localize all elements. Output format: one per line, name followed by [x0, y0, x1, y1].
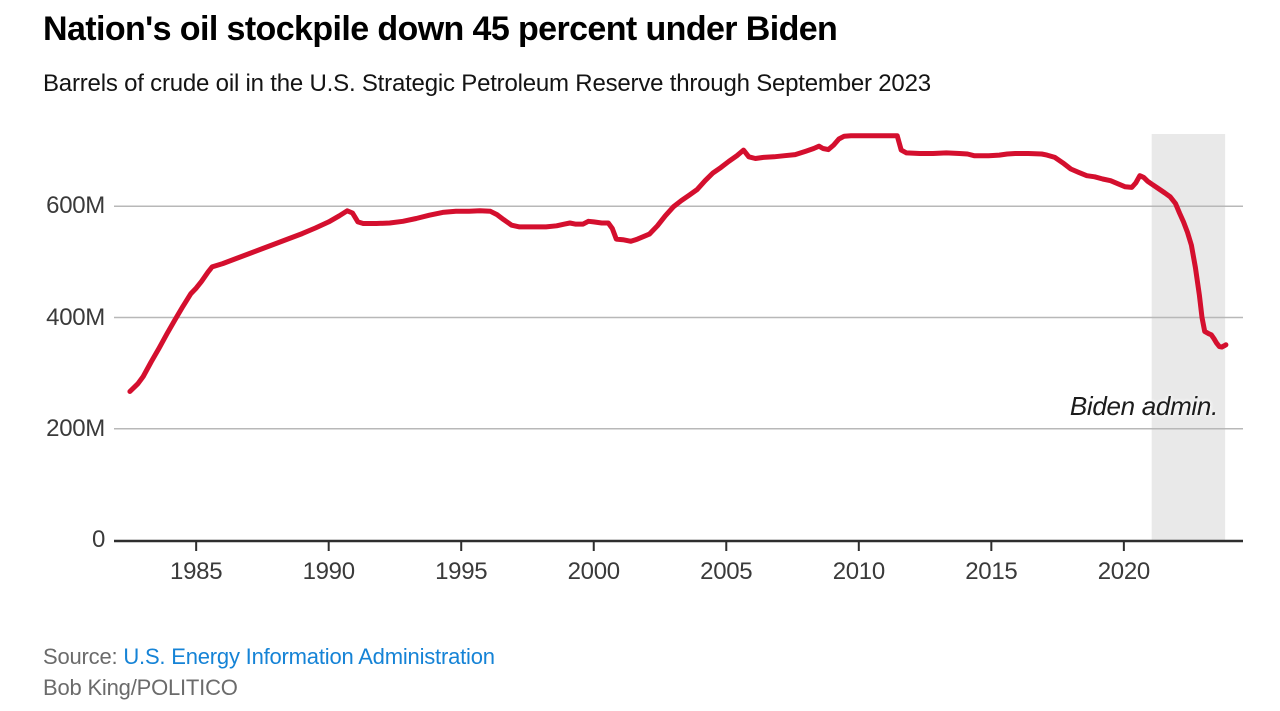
y-tick-label-0: 0 [91, 526, 105, 553]
page-title: Nation's oil stockpile down 45 percent u… [43, 10, 838, 48]
source-line: Source: U.S. Energy Information Administ… [43, 644, 495, 670]
x-tick-label-1995: 1995 [435, 558, 488, 585]
x-tick-label-2010: 2010 [832, 558, 886, 585]
y-tick-label-400M: 400M [46, 303, 105, 331]
spr-data-line [127, 133, 1229, 394]
source-link[interactable]: U.S. Energy Information Administration [123, 644, 495, 669]
x-tick-label-2000: 2000 [567, 558, 621, 585]
x-tick-label-2005: 2005 [700, 558, 753, 585]
byline-credit: Bob King/POLITICO [43, 675, 238, 700]
source-prefix: Source: [43, 644, 124, 669]
biden-admin-annotation: Biden admin. [1069, 391, 1218, 421]
y-tick-label-200M: 200M [46, 414, 105, 442]
x-tick-label-2020: 2020 [1097, 558, 1151, 585]
x-tick-label-2015: 2015 [965, 558, 1018, 585]
page-subtitle: Barrels of crude oil in the U.S. Strateg… [43, 70, 931, 97]
x-tick-label-1990: 1990 [302, 558, 356, 585]
y-tick-label-600M: 600M [46, 192, 105, 220]
x-tick-label-1985: 1985 [170, 558, 223, 585]
